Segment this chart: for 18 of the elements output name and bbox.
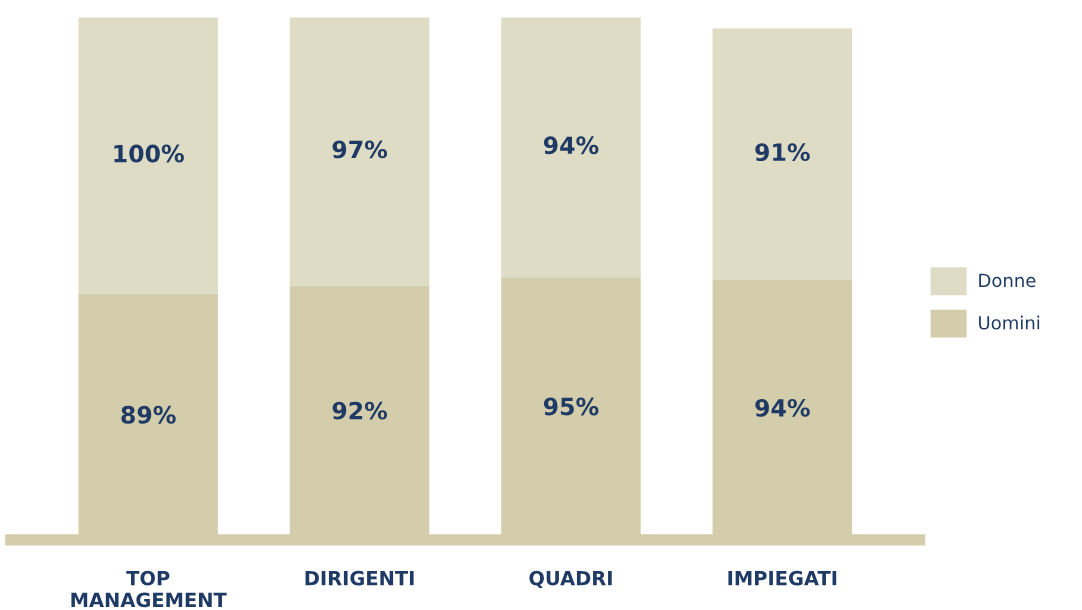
bar	[289, 17, 430, 286]
data-label: 94%	[543, 136, 599, 155]
data-label: 94%	[755, 398, 810, 417]
x-tick-label: DIRIGENTI	[305, 570, 414, 586]
legend-label: Donne	[979, 273, 1036, 288]
data-label: 91%	[755, 143, 810, 162]
data-label: 92%	[332, 401, 388, 420]
x-tick-label: TOP MANAGEMENT	[71, 570, 227, 608]
data-label: 95%	[543, 397, 599, 416]
bar	[501, 17, 641, 278]
data-label: 100%	[114, 144, 184, 163]
x-tick-label: IMPIEGATI	[728, 570, 837, 586]
x-tick-label: QUADRI	[529, 570, 612, 589]
data-label: 97%	[332, 140, 388, 159]
bar	[78, 17, 218, 294]
data-label: 89%	[121, 405, 176, 424]
bar	[712, 28, 853, 281]
legend-label: Uomini	[979, 315, 1040, 330]
